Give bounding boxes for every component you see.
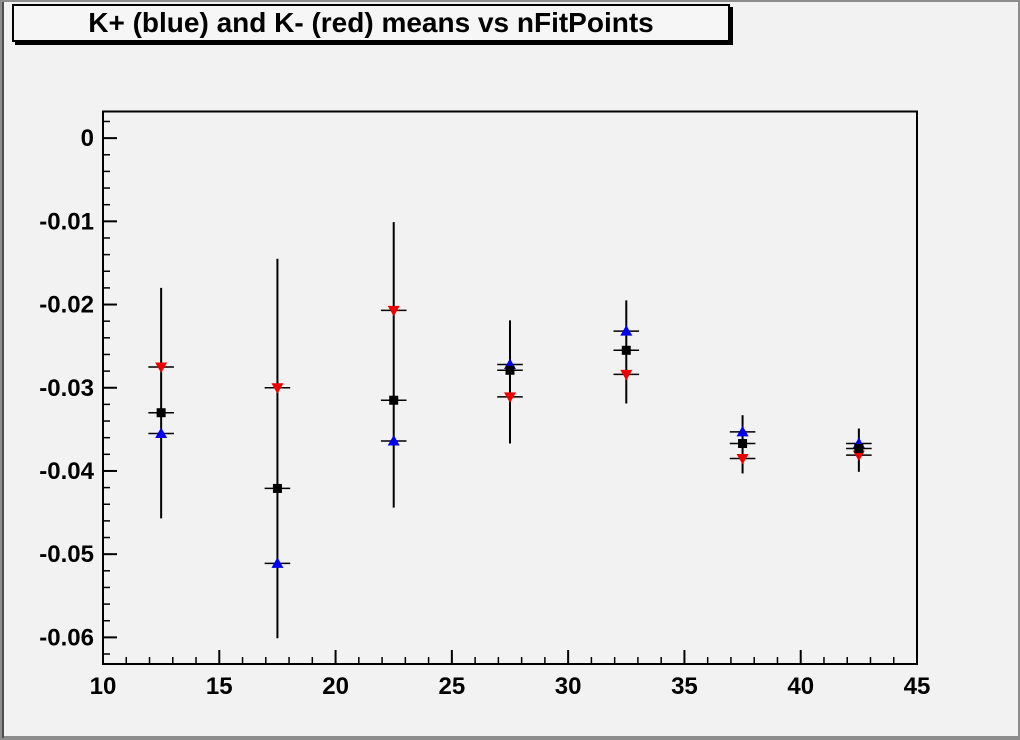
x-axis-tick-label: 15 [206,673,233,700]
marker-k-mean [504,392,516,403]
marker-k-mean [155,362,168,373]
x-axis-tick-label: 40 [787,673,814,700]
marker-k-mean [736,425,749,437]
y-axis-tick-label: -0.06 [39,624,94,651]
marker-k-mean [736,453,749,465]
x-axis-tick-label: 35 [671,673,698,700]
marker-combined-mean [505,365,515,375]
marker-combined-mean [621,345,631,355]
y-axis-tick-label: -0.03 [39,375,94,402]
y-axis-tick-label: 0 [81,125,94,152]
marker-combined-mean [389,395,399,405]
marker-k-mean [620,369,633,381]
x-axis-tick-label: 30 [555,673,582,700]
x-axis-tick-label: 25 [439,673,466,700]
marker-combined-mean [854,443,864,453]
y-axis-tick-label: -0.04 [39,458,94,485]
marker-k-mean [620,325,633,336]
x-axis-tick-label: 20 [322,673,349,700]
marker-k-mean [387,305,400,317]
plot-title-box: K+ (blue) and K- (red) means vs nFitPoin… [12,4,730,42]
y-axis-tick-label: -0.05 [39,541,94,568]
marker-combined-mean [156,408,166,418]
marker-k-mean [271,383,284,394]
marker-combined-mean [272,483,282,493]
x-axis-tick-label: 45 [904,673,931,700]
marker-k-mean [155,427,168,439]
y-axis-tick-label: -0.01 [39,208,94,235]
marker-k-mean [271,557,284,568]
marker-combined-mean [738,438,748,448]
plot-title: K+ (blue) and K- (red) means vs nFitPoin… [88,7,654,38]
x-axis-tick-label: 10 [90,673,117,700]
marker-k-mean [852,450,865,462]
marker-k-mean [387,435,400,446]
y-axis-tick-label: -0.02 [39,292,94,319]
